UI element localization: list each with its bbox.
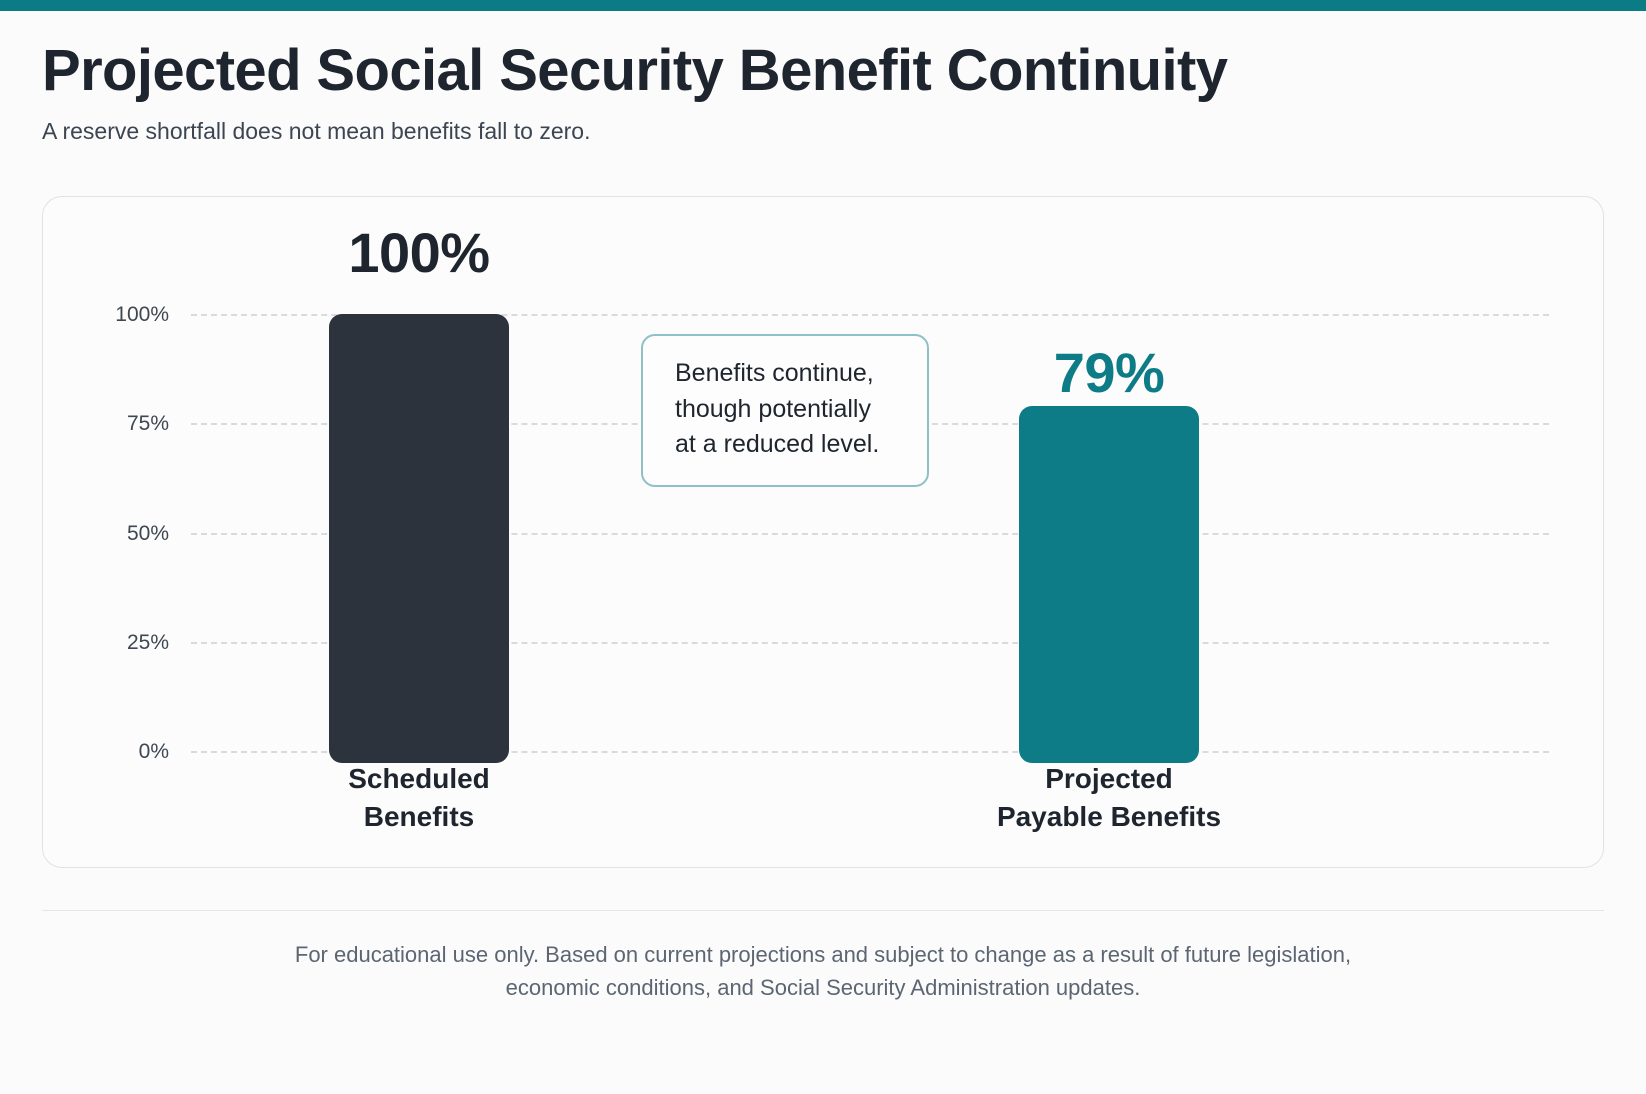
footer-line-2: economic conditions, and Social Security…: [505, 975, 1141, 1001]
callout-box: Benefits continue, though potentially at…: [641, 334, 929, 487]
y-tick-label-100: 100%: [115, 303, 169, 326]
bar-label-payable-line2: Payable Benefits: [996, 800, 1222, 832]
y-tick-label-0: 0%: [138, 740, 169, 763]
footer-line-1: For educational use only. Based on curre…: [294, 942, 1352, 967]
gridline-50: 50%: [127, 522, 1549, 545]
page-title: Projected Social Security Benefit Contin…: [42, 38, 1228, 103]
callout-text: Benefits continue, though potentially at…: [675, 359, 880, 458]
top-accent-bar: [0, 0, 1646, 11]
y-tick-label-50: 50%: [126, 522, 169, 545]
y-tick-label-75: 75%: [126, 412, 169, 435]
gridline-0: 0%: [139, 740, 1549, 763]
bar-value-scheduled: 100%: [348, 221, 490, 284]
bar-payable[interactable]: [1019, 405, 1199, 763]
y-tick-label-25: 25%: [126, 631, 169, 654]
bar-label-payable-line1: Projected: [1045, 763, 1173, 794]
footer-disclaimer: For educational use only. Based on curre…: [123, 938, 1523, 1005]
bar-scheduled[interactable]: [329, 314, 509, 763]
chart-card: 100% 75% 50% 25% 0% 100% Scheduled Benef…: [42, 196, 1604, 868]
footer-divider: [42, 910, 1604, 911]
gridline-25: 25%: [127, 631, 1549, 654]
bar-label-scheduled-line1: Scheduled: [348, 763, 490, 794]
header: Projected Social Security Benefit Contin…: [42, 38, 1542, 147]
bar-label-scheduled-line2: Benefits: [363, 800, 475, 832]
bar-value-payable: 79%: [1053, 341, 1165, 404]
gridline-100: 100%: [115, 303, 1549, 326]
bar-label-payable: Projected Payable Benefits: [899, 760, 1319, 836]
bar-label-scheduled: Scheduled Benefits: [209, 760, 629, 836]
bar-chart-plot: 100% 75% 50% 25% 0% 100% Scheduled Benef…: [43, 197, 1603, 867]
page-subtitle: A reserve shortfall does not mean benefi…: [42, 117, 591, 144]
